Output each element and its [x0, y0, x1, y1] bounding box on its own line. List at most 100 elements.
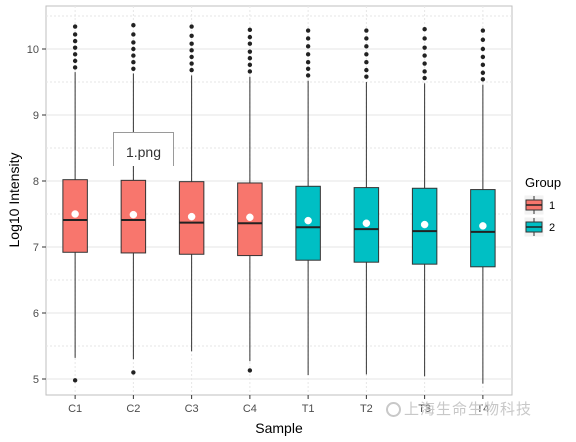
outlier-point [364, 60, 369, 65]
outlier-point [305, 73, 311, 78]
watermark: 上海生命生物科技 [386, 398, 532, 419]
outlier-point [131, 53, 136, 58]
outlier-point [72, 58, 78, 64]
outlier-point [131, 66, 136, 72]
outlier-point [72, 52, 78, 57]
y-tick-label: 7 [33, 242, 39, 254]
y-axis-title: Log10 Intensity [6, 153, 22, 248]
box-c2 [120, 23, 147, 375]
outlier-point [480, 62, 486, 68]
outlier-point [422, 69, 427, 74]
x-tick-label: T1 [302, 403, 315, 415]
outlier-point [131, 32, 136, 37]
outlier-point [247, 41, 253, 46]
outlier-point [364, 44, 369, 49]
mean-point [187, 212, 196, 221]
y-tick-label: 8 [33, 176, 39, 188]
legend-keys: 12 [523, 194, 555, 238]
outlier-point [247, 34, 253, 40]
box-iqr [353, 187, 380, 263]
mean-point [246, 213, 254, 222]
y-tick-label: 10 [27, 44, 39, 56]
mean-point [71, 210, 79, 218]
outlier-point [247, 69, 253, 74]
outlier-point [72, 24, 78, 29]
outlier-point [305, 36, 311, 41]
legend: Group 12 [523, 175, 561, 238]
outlier-point [131, 40, 136, 45]
outlier-point [305, 28, 311, 33]
outlier-point [422, 45, 427, 50]
x-tick-label: C1 [68, 403, 82, 415]
image-tooltip: 1.png [113, 132, 174, 166]
x-tick-label: C4 [243, 403, 257, 415]
x-tick-label: T2 [360, 403, 373, 415]
outlier-point [305, 44, 311, 49]
box-c1 [62, 24, 88, 383]
outlier-point [72, 38, 78, 44]
outlier-point [480, 77, 486, 82]
mean-point [129, 210, 138, 219]
outlier-point [72, 45, 78, 50]
box-c4 [237, 27, 263, 373]
outlier-point [72, 32, 78, 37]
box-t3 [411, 27, 438, 377]
x-axis: C1 C2 C3 C4 T1 T2 T3 T4 [68, 395, 489, 415]
outlier-point [364, 67, 369, 73]
outlier-point [422, 75, 427, 81]
outlier-point [480, 28, 486, 33]
y-tick-label: 5 [33, 374, 39, 386]
outlier-point [189, 48, 194, 53]
legend-title: Group [525, 175, 561, 190]
outlier-point [364, 36, 369, 41]
outlier-point [422, 53, 427, 58]
box-t1 [295, 28, 321, 376]
outlier-point [247, 368, 253, 373]
outlier-point [189, 24, 194, 29]
outlier-point [131, 23, 136, 28]
outlier-point [422, 36, 427, 41]
outlier-point [131, 370, 136, 375]
outlier-point [305, 52, 311, 57]
outlier-point [364, 52, 369, 57]
outlier-point [189, 61, 194, 66]
outlier-point [422, 61, 427, 66]
box-c3 [178, 24, 205, 352]
outlier-point [480, 46, 486, 52]
outlier-point [247, 62, 253, 68]
x-tick-label: C3 [185, 403, 199, 415]
legend-label: 1 [549, 200, 555, 212]
plot-panel [45, 5, 513, 396]
outlier-point [189, 33, 194, 38]
y-tick-label: 9 [33, 110, 39, 122]
outlier-point [247, 49, 253, 54]
outlier-point [364, 74, 369, 79]
outlier-point [422, 27, 427, 32]
legend-label: 2 [549, 222, 555, 234]
outlier-point [131, 60, 136, 65]
mean-point [420, 220, 429, 229]
outlier-point [189, 67, 194, 73]
x-tick-label: C2 [126, 403, 140, 415]
watermark-text: 上海生命生物科技 [404, 400, 533, 418]
x-tick-label: T4 [476, 403, 489, 415]
boxes-layer [62, 23, 496, 384]
box-t2 [353, 28, 380, 375]
x-tick-label: T3 [418, 403, 431, 415]
outlier-point [305, 60, 311, 65]
mean-point [479, 222, 487, 230]
outlier-point [480, 37, 486, 42]
outlier-point [247, 27, 253, 33]
box-t4 [470, 28, 496, 384]
outlier-point [131, 46, 136, 52]
watermark-logo-icon [386, 402, 401, 417]
outlier-point [364, 28, 369, 33]
x-axis-title: Sample [255, 420, 303, 436]
outlier-point [305, 66, 311, 72]
outlier-point [189, 54, 194, 60]
y-tick-label: 6 [33, 308, 39, 320]
mean-point [362, 219, 371, 227]
outlier-point [480, 54, 486, 60]
outlier-point [72, 65, 78, 70]
